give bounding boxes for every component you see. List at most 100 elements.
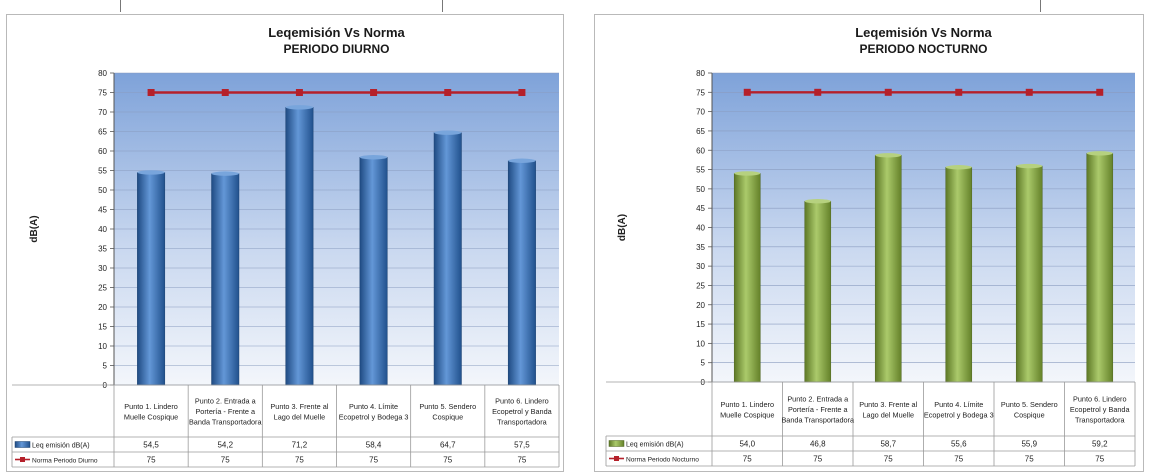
y-tick-label: 65 xyxy=(98,128,107,137)
chart-nocturno: Leqemisión Vs Norma PERIODO NOCTURNO 0 5 10 1… xyxy=(605,25,1136,467)
data-label: 75 xyxy=(517,456,526,465)
x-category-label: Punto 2. Entrada a Portería - Frente a Ban… xyxy=(189,397,263,427)
chart-subtitle: PERIODO NOCTURNO xyxy=(859,42,987,56)
y-tick-label: 0 xyxy=(103,381,108,390)
data-label: 55,6 xyxy=(951,440,967,449)
x-category-label: Punto 4. Límite Ecopetrol y Bodega 3 xyxy=(924,400,994,420)
legend-label-line: Norma Periodo Diurno xyxy=(32,458,98,465)
legend-swatch-bar xyxy=(14,441,31,448)
norma-marker xyxy=(147,89,155,96)
legend-label-line: Norma Periodo Nocturno xyxy=(626,457,699,464)
data-label: 75 xyxy=(813,455,822,464)
y-tick-label: 55 xyxy=(696,166,705,175)
y-tick-label: 30 xyxy=(696,262,705,271)
norma-marker xyxy=(1025,88,1033,96)
data-label: 57,5 xyxy=(514,441,530,450)
y-tick-label: 50 xyxy=(98,186,107,195)
bar xyxy=(874,155,902,383)
y-tick-label: 35 xyxy=(98,245,107,254)
bar xyxy=(137,172,166,386)
y-tick-label: 25 xyxy=(696,281,705,290)
data-label: 54,2 xyxy=(217,441,233,450)
data-label: 46,8 xyxy=(810,440,826,449)
y-tick-label: 60 xyxy=(696,146,705,155)
norma-marker xyxy=(221,89,229,96)
x-category-label: Punto 1. Lindero Muelle Cospique xyxy=(720,400,774,420)
chart-title: Leqemisión Vs Norma xyxy=(855,25,992,40)
y-tick-label: 5 xyxy=(701,359,706,368)
y-tick-label: 55 xyxy=(98,167,107,176)
data-label: 58,4 xyxy=(366,441,382,450)
y-tick-label: 45 xyxy=(98,206,107,215)
x-category-label: Punto 3. Frente al Lago del Muelle xyxy=(859,400,917,420)
x-category-label: Punto 2. Entrada a Portería - Frente a Ban… xyxy=(781,395,855,425)
bar-top xyxy=(508,158,536,163)
data-label: 75 xyxy=(1095,455,1104,464)
data-label: 75 xyxy=(954,455,963,464)
data-label: 55,9 xyxy=(1021,440,1037,449)
data-label: 75 xyxy=(147,456,156,465)
norma-marker xyxy=(814,88,822,96)
chart-panel-diurno: Leqemisión Vs Norma PERIODO DIURNO 0 5 10 15 2… xyxy=(6,14,564,472)
bar xyxy=(211,173,240,386)
x-category-label: Punto 5. Sendero Cospique xyxy=(419,402,476,422)
bar xyxy=(433,132,462,386)
chart-panel-nocturno: Leqemisión Vs Norma PERIODO NOCTURNO 0 5 10 1… xyxy=(594,14,1144,472)
y-axis-label: dB(A) xyxy=(617,214,628,241)
y-tick-label: 75 xyxy=(98,89,107,98)
data-label: 75 xyxy=(1025,455,1034,464)
bar-top xyxy=(211,171,239,176)
bar xyxy=(1086,153,1114,383)
data-label: 75 xyxy=(743,455,752,464)
legend-swatch-marker xyxy=(614,456,619,461)
norma-marker xyxy=(518,89,526,96)
norma-marker xyxy=(884,88,892,96)
data-label: 59,2 xyxy=(1092,440,1108,449)
bar xyxy=(1015,165,1043,383)
chart-diurno: Leqemisión Vs Norma PERIODO DIURNO 0 5 10 15 2… xyxy=(11,25,560,468)
y-tick-label: 0 xyxy=(701,378,706,387)
data-label: 54,5 xyxy=(143,441,159,450)
bar xyxy=(733,173,761,383)
bar-top xyxy=(137,170,165,175)
norma-marker xyxy=(444,89,452,96)
bar xyxy=(945,166,973,383)
legend-label-bar: Leq emisión dB(A) xyxy=(626,442,684,449)
data-label: 75 xyxy=(884,455,893,464)
norma-marker xyxy=(955,88,963,96)
y-tick-label: 50 xyxy=(696,185,705,194)
bar-top xyxy=(945,165,972,170)
data-label: 75 xyxy=(221,456,230,465)
y-tick-label: 45 xyxy=(696,204,705,213)
y-tick-label: 20 xyxy=(98,303,107,312)
bar-top xyxy=(285,105,314,110)
y-tick-label: 20 xyxy=(696,301,705,310)
x-category-label: Punto 1. Lindero Muelle Cospique xyxy=(124,402,178,422)
bar-top xyxy=(1086,151,1113,156)
bar xyxy=(359,156,388,386)
y-tick-label: 60 xyxy=(98,147,107,156)
chart-title: Leqemisión Vs Norma xyxy=(268,25,405,40)
y-tick-label: 75 xyxy=(696,88,705,97)
chart-subtitle: PERIODO DIURNO xyxy=(283,42,389,56)
data-label: 71,2 xyxy=(292,441,308,450)
data-label: 58,7 xyxy=(880,440,896,449)
x-category-label: Punto 6. Lindero Ecopetrol y Banda Transpo… xyxy=(1070,395,1131,425)
norma-marker xyxy=(370,89,378,96)
x-category-label: Punto 4. Límite Ecopetrol y Bodega 3 xyxy=(339,402,409,422)
data-label: 75 xyxy=(295,456,304,465)
y-tick-label: 15 xyxy=(98,323,107,332)
top-edge-mark xyxy=(120,0,121,12)
bar xyxy=(507,160,536,386)
top-edge-mark xyxy=(442,0,443,12)
x-category-label: Punto 5. Sendero Cospique xyxy=(1001,400,1058,420)
y-tick-label: 30 xyxy=(98,264,107,273)
y-tick-label: 5 xyxy=(103,362,108,371)
data-label: 75 xyxy=(443,456,452,465)
y-tick-label: 25 xyxy=(98,284,107,293)
bar-top xyxy=(359,155,388,160)
norma-marker xyxy=(743,88,751,96)
y-tick-label: 40 xyxy=(98,225,107,234)
y-tick-label: 70 xyxy=(696,108,705,117)
bar-top xyxy=(1016,163,1043,169)
